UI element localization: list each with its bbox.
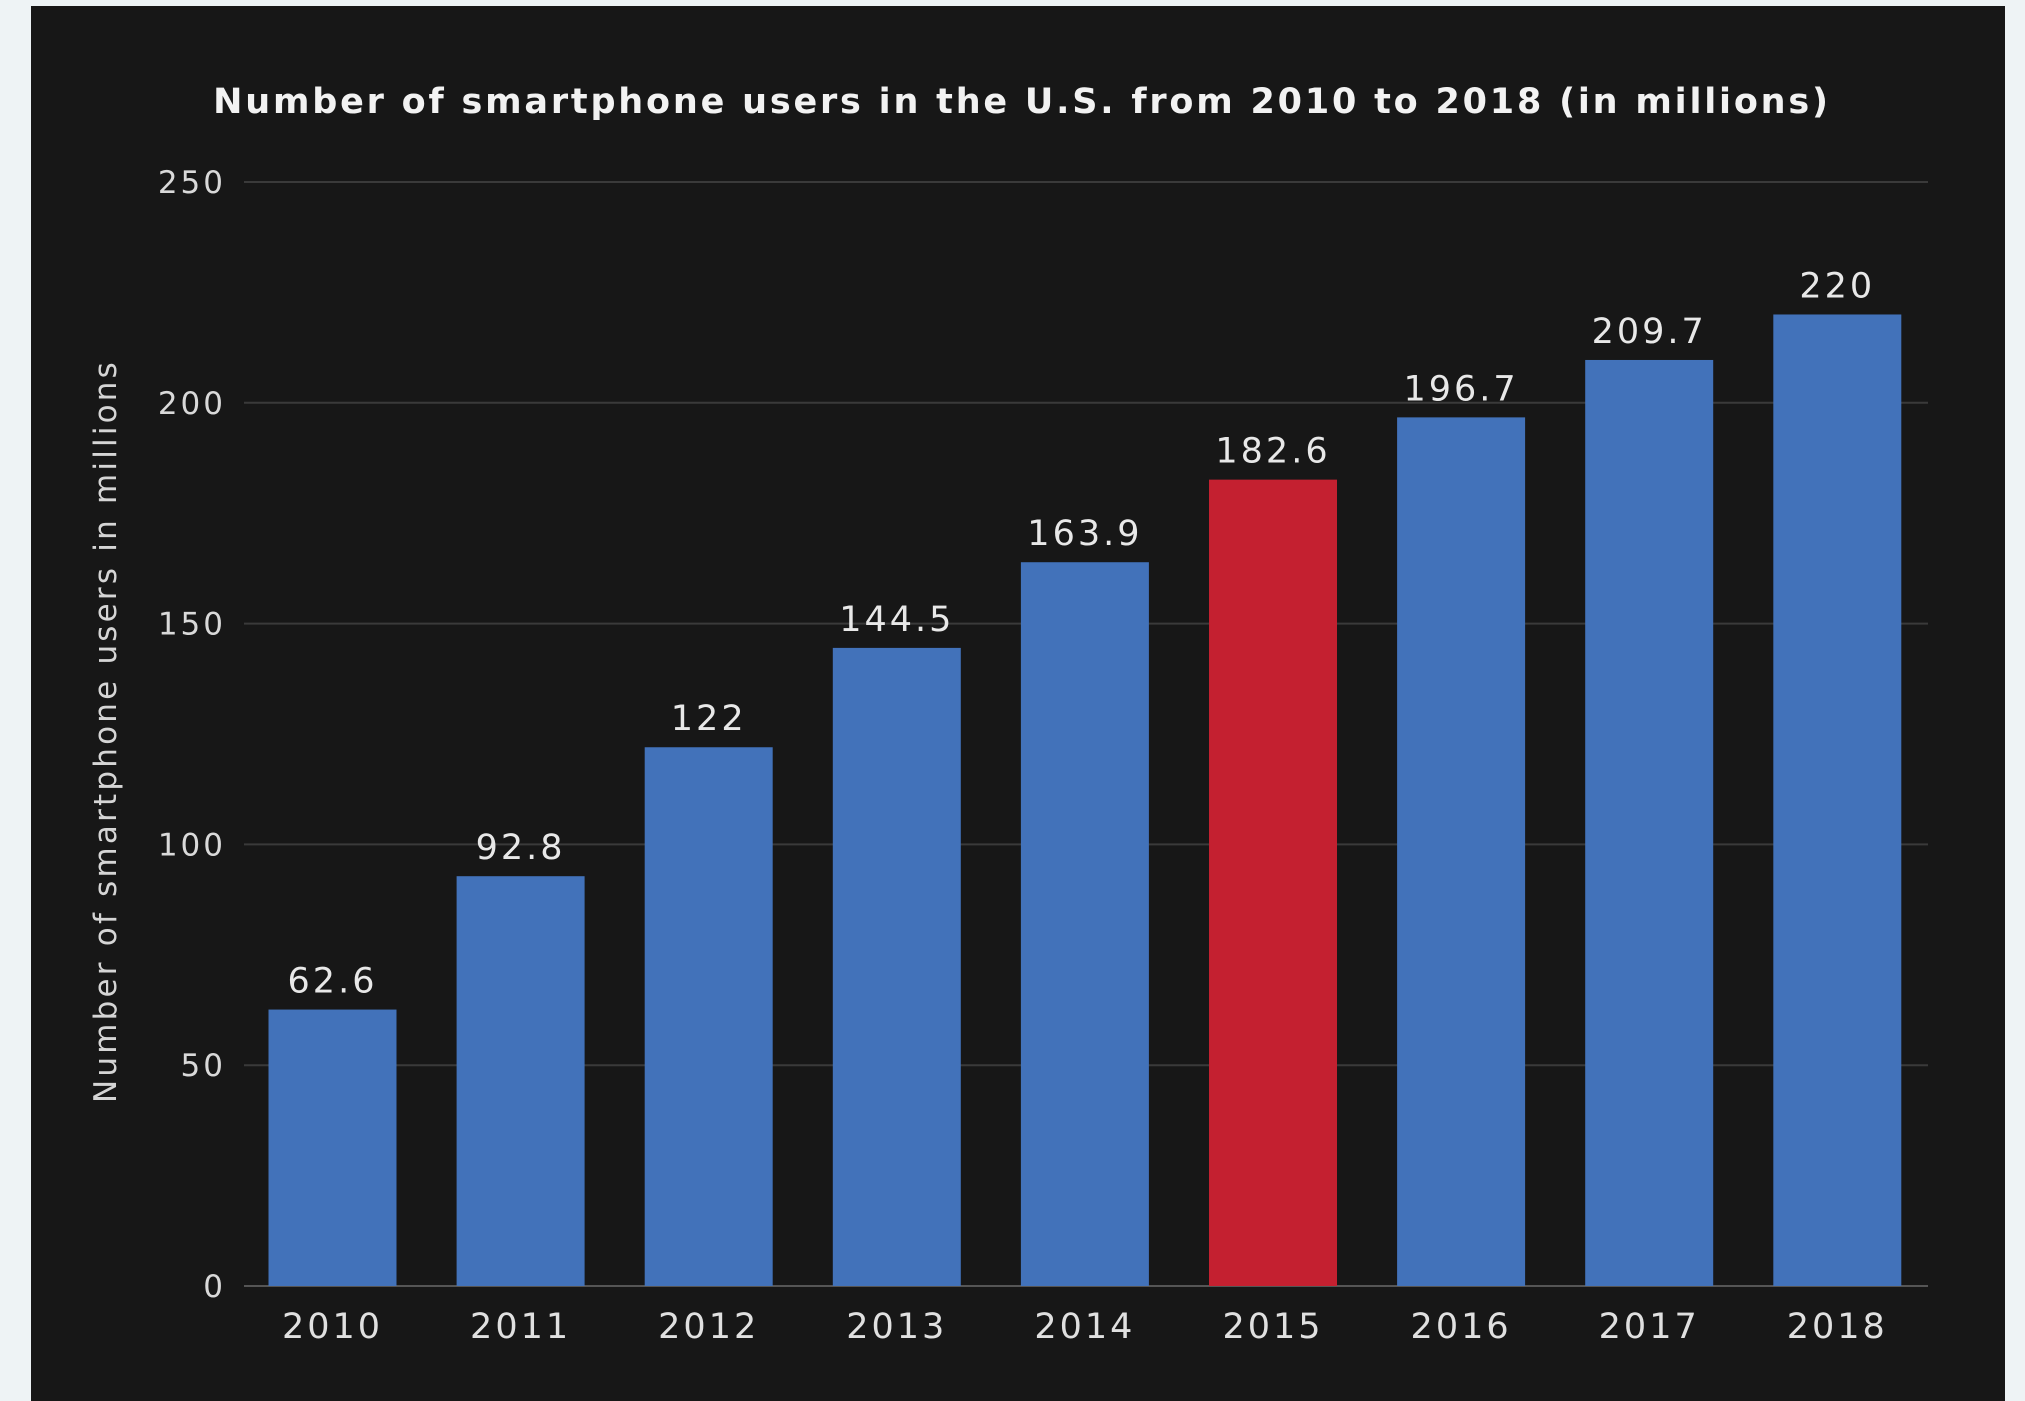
- bar-2013: [832, 647, 961, 1286]
- x-tick-label-2015: 2015: [1222, 1307, 1323, 1347]
- bar-2011: [456, 876, 585, 1286]
- value-label-2013: 144.5: [839, 600, 954, 640]
- x-tick-label-2017: 2017: [1599, 1307, 1700, 1347]
- x-tick-label-2013: 2013: [846, 1307, 947, 1347]
- value-label-2016: 196.7: [1403, 369, 1518, 409]
- x-tick-label-2014: 2014: [1034, 1307, 1135, 1347]
- value-label-2011: 92.8: [476, 828, 566, 868]
- x-axis-ticks: 2010 2011 2012 2013 2014 2015 2016 2017 2018: [282, 1307, 1888, 1347]
- bar-2015: [1209, 479, 1337, 1286]
- bar-2018: [1773, 314, 1902, 1287]
- value-label-2014: 163.9: [1027, 514, 1142, 554]
- x-tick-label-2018: 2018: [1787, 1307, 1888, 1347]
- y-tick-label: 0: [203, 1269, 226, 1305]
- bars: [268, 314, 1902, 1287]
- y-axis-label: Number of smartphone users in millions: [88, 359, 124, 1103]
- bar-2012: [644, 747, 773, 1286]
- chart-title: Number of smartphone users in the U.S. f…: [213, 82, 1831, 122]
- value-label-2017: 209.7: [1592, 312, 1707, 352]
- bar-2016: [1397, 417, 1526, 1286]
- bar-2014: [1020, 562, 1149, 1286]
- value-label-2015: 182.6: [1215, 432, 1330, 472]
- y-tick-label: 250: [158, 165, 226, 201]
- y-tick-label: 50: [181, 1048, 226, 1084]
- x-tick-label-2016: 2016: [1411, 1307, 1512, 1347]
- y-axis-ticks: 0 50 100 150 200 250: [158, 165, 226, 1305]
- bar-2010: [268, 1009, 397, 1286]
- value-labels: 62.6 92.8 122 144.5 163.9 182.6 196.7 209.7 220: [288, 266, 1875, 1002]
- value-label-2012: 122: [671, 699, 747, 739]
- y-tick-label: 100: [158, 827, 226, 863]
- x-tick-label-2011: 2011: [470, 1307, 571, 1347]
- x-tick-label-2012: 2012: [658, 1307, 759, 1347]
- y-tick-label: 150: [158, 607, 226, 643]
- x-tick-label-2010: 2010: [282, 1307, 383, 1347]
- bar-2017: [1585, 359, 1714, 1286]
- value-label-2018: 220: [1799, 266, 1875, 306]
- y-tick-label: 200: [158, 386, 226, 422]
- value-label-2010: 62.6: [288, 962, 378, 1002]
